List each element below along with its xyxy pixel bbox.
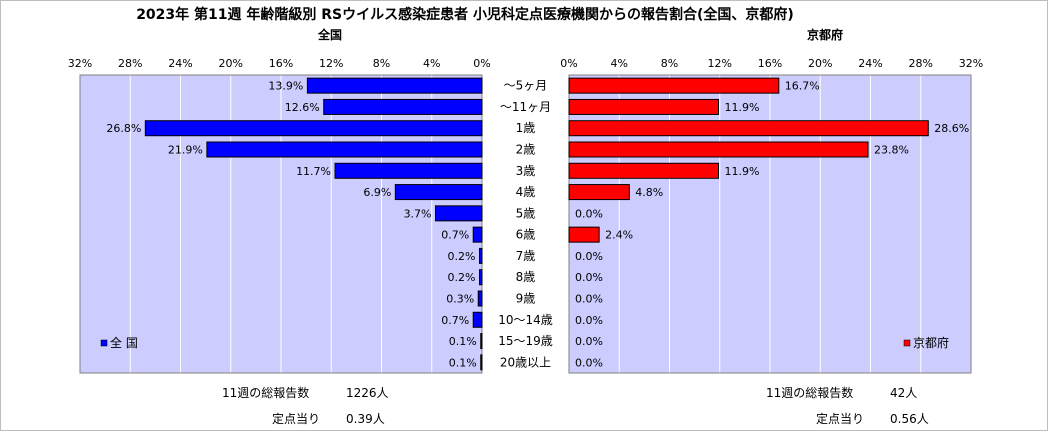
category-label: 3歳: [516, 164, 536, 178]
data-label-kyoto: 11.9%: [724, 101, 759, 114]
kyoto-total-label: 11週の総報告数: [766, 386, 854, 400]
data-label-national: 0.7%: [441, 229, 469, 242]
data-label-kyoto: 16.7%: [785, 80, 820, 93]
national-per-site-value: 0.39人: [346, 412, 385, 426]
tick-label-kyoto: 4%: [611, 57, 628, 70]
tick-label-kyoto: 28%: [909, 57, 933, 70]
tick-label-kyoto: 8%: [661, 57, 678, 70]
tick-label-kyoto: 24%: [858, 57, 882, 70]
data-label-national: 0.3%: [446, 293, 474, 306]
bar-national: [480, 333, 483, 350]
legend-swatch-national: [100, 339, 108, 347]
tick-label-national: 0%: [473, 57, 490, 70]
bar-kyoto: [568, 98, 719, 115]
data-label-national: 3.7%: [404, 207, 432, 220]
category-label: 1歳: [516, 121, 536, 135]
data-label-kyoto: 0.0%: [575, 271, 603, 284]
national-total-value: 1226人: [346, 386, 389, 400]
kyoto-per-site-value: 0.56人: [890, 412, 929, 426]
data-label-national: 12.6%: [285, 101, 320, 114]
data-label-kyoto: 11.9%: [724, 165, 759, 178]
category-label: 15〜19歳: [498, 334, 553, 348]
bar-kyoto: [568, 226, 600, 243]
category-label: 6歳: [516, 228, 536, 242]
kyoto-per-site-label: 定点当り: [816, 412, 865, 426]
category-label: 7歳: [516, 249, 536, 263]
bar-kyoto: [568, 162, 719, 179]
tick-label-kyoto: 0%: [560, 57, 577, 70]
chart-title: 2023年 第11週 年齢階級別 RSウイルス感染症患者 小児科定点医療機関から…: [136, 7, 794, 23]
category-label: 8歳: [516, 270, 536, 284]
bar-kyoto: [568, 120, 929, 137]
panel-title-national: 全国: [317, 28, 343, 42]
data-label-national: 0.2%: [448, 271, 476, 284]
tick-label-national: 28%: [118, 57, 142, 70]
data-label-kyoto: 0.0%: [575, 314, 603, 327]
bar-kyoto: [568, 141, 869, 158]
data-label-kyoto: 23.8%: [874, 144, 909, 157]
data-label-kyoto: 0.0%: [575, 250, 603, 263]
data-label-national: 0.1%: [449, 356, 477, 369]
category-label: 2歳: [516, 143, 536, 157]
bar-national: [323, 98, 483, 115]
bar-kyoto: [568, 77, 780, 94]
plot-border-kyoto: [568, 74, 972, 374]
data-label-national: 0.1%: [449, 335, 477, 348]
kyoto-total-value: 42人: [890, 386, 918, 400]
bar-national: [477, 290, 483, 307]
national-total-label: 11週の総報告数: [222, 386, 310, 400]
data-label-national: 0.2%: [448, 250, 476, 263]
tick-label-kyoto: 12%: [708, 57, 732, 70]
bar-national: [472, 311, 483, 328]
category-label: 20歳以上: [500, 355, 551, 369]
category-label: 9歳: [516, 292, 536, 306]
tick-label-national: 12%: [319, 57, 343, 70]
data-label-national: 6.9%: [363, 186, 391, 199]
data-label-national: 0.7%: [441, 314, 469, 327]
bar-national: [472, 226, 483, 243]
data-label-kyoto: 2.4%: [605, 229, 633, 242]
tick-label-kyoto: 20%: [808, 57, 832, 70]
tick-label-kyoto: 16%: [758, 57, 782, 70]
tick-label-national: 8%: [373, 57, 390, 70]
bar-national: [206, 141, 483, 158]
tick-label-national: 4%: [423, 57, 440, 70]
category-label: 〜11ヶ月: [500, 100, 551, 114]
data-label-kyoto: 0.0%: [575, 356, 603, 369]
data-label-kyoto: 0.0%: [575, 207, 603, 220]
bar-national: [334, 162, 483, 179]
bar-national: [306, 77, 483, 94]
tick-label-national: 16%: [269, 57, 293, 70]
tick-label-national: 24%: [168, 57, 192, 70]
tick-label-national: 32%: [68, 57, 92, 70]
data-label-kyoto: 0.0%: [575, 335, 603, 348]
data-label-national: 26.8%: [106, 122, 141, 135]
bar-national: [478, 269, 483, 286]
bar-national: [394, 184, 483, 201]
tick-label-national: 20%: [219, 57, 243, 70]
category-label: 〜5ヶ月: [504, 79, 548, 93]
legend-label-kyoto: 京都府: [913, 335, 949, 350]
data-label-kyoto: 0.0%: [575, 293, 603, 306]
data-label-kyoto: 28.6%: [934, 122, 969, 135]
data-label-national: 13.9%: [268, 80, 303, 93]
bar-national: [144, 120, 483, 137]
tick-label-kyoto: 32%: [959, 57, 983, 70]
data-label-kyoto: 4.8%: [635, 186, 663, 199]
panel-title-kyoto: 京都府: [806, 28, 844, 42]
legend-swatch-kyoto: [903, 339, 911, 347]
category-label: 10〜14歳: [498, 313, 553, 327]
category-label: 5歳: [516, 206, 536, 220]
bar-national: [478, 247, 483, 264]
category-label: 4歳: [516, 185, 536, 199]
bar-kyoto: [568, 184, 630, 201]
data-label-national: 11.7%: [296, 165, 331, 178]
plot-border-national: [79, 74, 483, 374]
data-label-national: 21.9%: [168, 144, 203, 157]
legend-label-national: 全 国: [110, 335, 138, 350]
bar-national: [480, 354, 483, 371]
bar-national: [435, 205, 483, 222]
national-per-site-label: 定点当り: [272, 412, 321, 426]
